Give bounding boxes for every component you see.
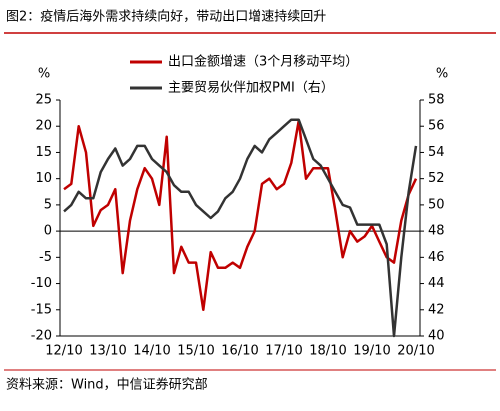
y-tick-label: -5 <box>39 250 52 265</box>
y-tick-label: 25 <box>35 93 52 108</box>
y2-tick-label: 56 <box>428 119 445 134</box>
y2-tick-label: 54 <box>428 145 445 160</box>
y-tick-label: -20 <box>31 329 52 344</box>
y-tick-label: -10 <box>31 276 52 291</box>
series-line <box>63 119 418 312</box>
x-tick-label: 15/10 <box>177 344 214 359</box>
x-tick-label: 18/10 <box>309 344 346 359</box>
y-tick-label: 20 <box>35 119 52 134</box>
y2-tick-label: 50 <box>428 197 445 212</box>
y-unit: % <box>38 67 50 82</box>
y2-tick-label: 58 <box>428 93 445 108</box>
y2-tick-label: 40 <box>428 329 445 344</box>
x-tick-label: 17/10 <box>265 344 302 359</box>
y2-tick-label: 42 <box>428 302 445 317</box>
y-tick-label: 0 <box>44 224 52 239</box>
y2-unit: % <box>436 67 448 82</box>
y2-tick-label: 52 <box>428 171 445 186</box>
x-tick-label: 20/10 <box>397 344 434 359</box>
y-tick-label: -15 <box>31 302 52 317</box>
series-line <box>63 118 418 338</box>
y-tick-label: 15 <box>35 145 52 160</box>
x-tick-label: 14/10 <box>133 344 170 359</box>
x-tick-label: 16/10 <box>221 344 258 359</box>
legend-label: 主要贸易伙伴加权PMI（右） <box>168 80 334 96</box>
source: 资料来源：Wind，中信证券研究部 <box>6 377 208 393</box>
y-tick-label: 5 <box>44 197 52 212</box>
x-tick-label: 13/10 <box>89 344 126 359</box>
y2-tick-label: 46 <box>428 250 445 265</box>
y2-tick-label: 48 <box>428 224 445 239</box>
legend-label: 出口金额增速（3个月移动平均） <box>168 54 358 70</box>
chart-title: 图2：疫情后海外需求持续向好，带动出口增速持续回升 <box>6 9 326 25</box>
y-tick-label: 10 <box>35 171 52 186</box>
y2-tick-label: 44 <box>428 276 445 291</box>
x-tick-label: 12/10 <box>45 344 82 359</box>
x-tick-label: 19/10 <box>353 344 390 359</box>
